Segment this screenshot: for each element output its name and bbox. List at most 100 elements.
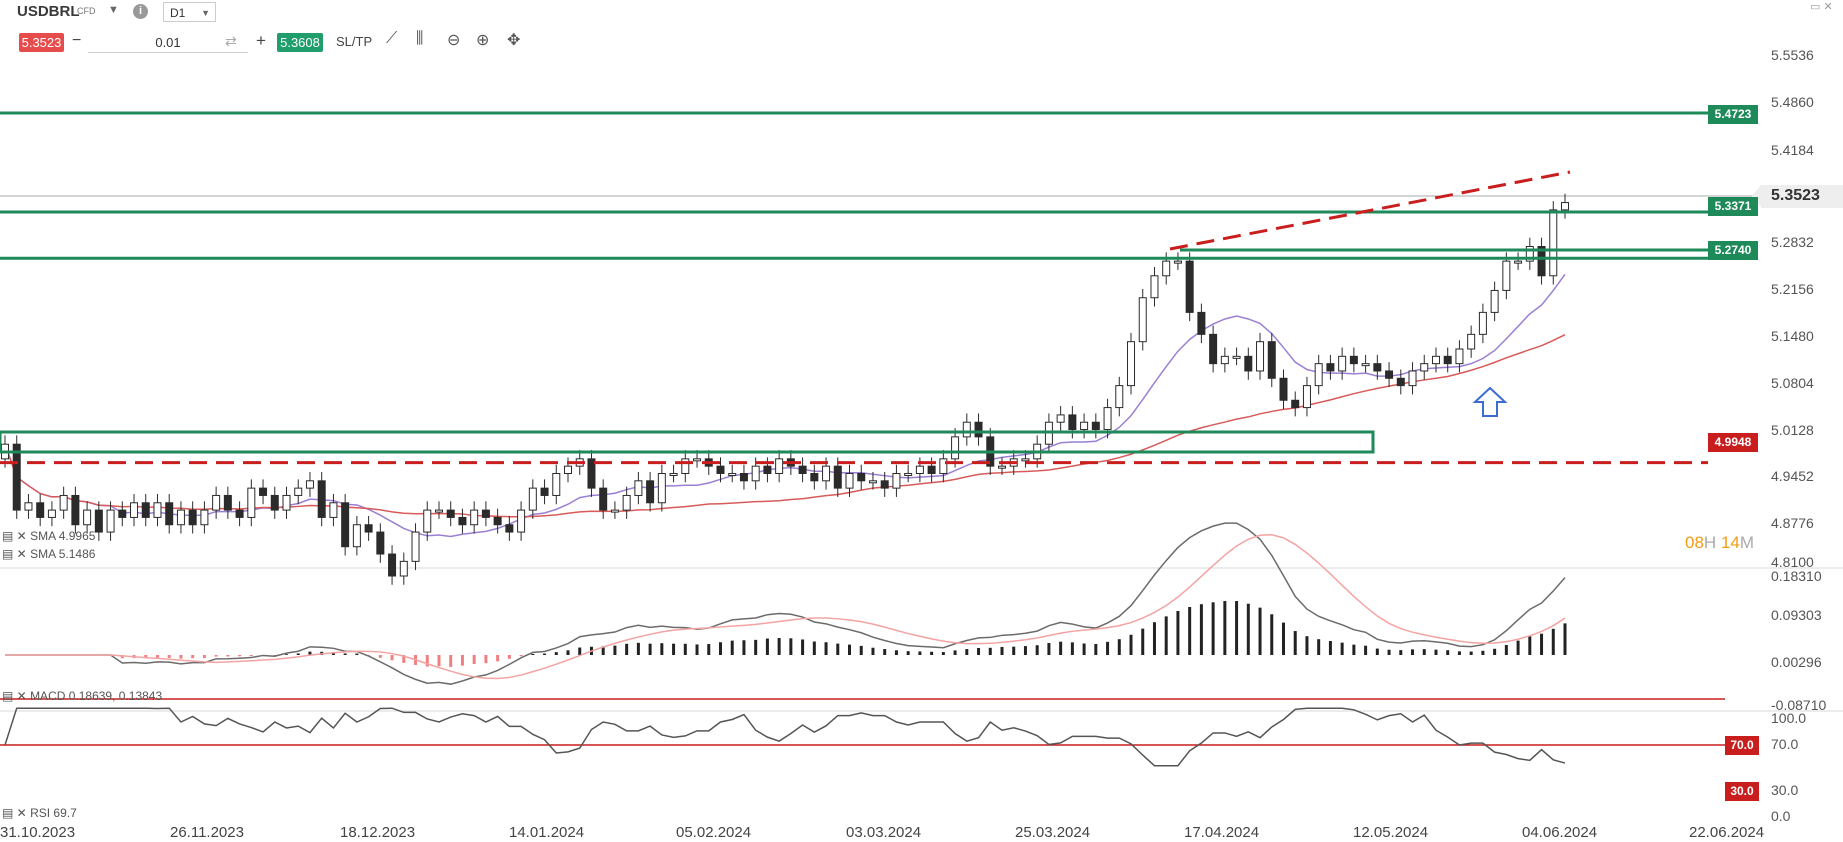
candle-body xyxy=(1056,414,1065,423)
sell-button[interactable]: 5.3523 xyxy=(19,33,64,52)
candle-body xyxy=(47,509,56,518)
annotations xyxy=(1472,386,1508,417)
candle-body xyxy=(188,509,197,526)
candle-body xyxy=(399,560,408,577)
candle-body xyxy=(1209,333,1218,365)
countdown-m: M xyxy=(1739,533,1755,552)
candle-body xyxy=(892,472,901,489)
candle-body xyxy=(1431,355,1440,365)
macd-tick: 0.09303 xyxy=(1771,607,1822,623)
candle-body xyxy=(1490,289,1499,313)
rsi-tick: 100.0 xyxy=(1771,710,1807,726)
legend-sma-fast[interactable]: ▤ ✕ SMA 4.9965 xyxy=(2,529,96,543)
increase-quantity-button[interactable]: + xyxy=(256,31,266,50)
candle-body xyxy=(12,443,21,511)
zoom-out-icon[interactable]: ⊖ xyxy=(447,32,461,49)
candle-body xyxy=(564,465,573,474)
macd-tick: 0.18310 xyxy=(1771,568,1822,584)
candle-body xyxy=(270,494,279,511)
candle-body xyxy=(1150,275,1159,299)
candle-body xyxy=(1185,260,1194,313)
candle-body xyxy=(763,465,772,474)
price-tick: 5.5536 xyxy=(1771,47,1814,63)
rsi-panel xyxy=(0,698,1725,767)
candle-body xyxy=(1549,209,1558,277)
decrease-quantity-button[interactable]: − xyxy=(72,32,82,49)
candle-body xyxy=(200,509,209,526)
candle-body xyxy=(294,487,303,496)
price-tick: 5.4860 xyxy=(1771,94,1814,110)
swap-icon[interactable]: ⇄ xyxy=(225,33,237,49)
info-icon[interactable]: i xyxy=(133,4,148,19)
candle-body xyxy=(657,472,666,504)
candle-body xyxy=(1127,341,1136,387)
candle-body xyxy=(997,465,1006,469)
candle-body xyxy=(669,472,678,476)
chevron-down-icon[interactable]: ▼ xyxy=(108,4,119,16)
candle-body xyxy=(693,458,702,462)
candle-body xyxy=(411,531,420,562)
candle-body xyxy=(845,472,854,489)
candle-body xyxy=(798,465,807,474)
candles-icon[interactable]: ⫼ xyxy=(416,30,424,47)
zoom-in-icon[interactable]: ⊕ xyxy=(476,32,490,49)
candle-body xyxy=(24,502,33,511)
macd-panel xyxy=(5,522,1567,685)
timeframe-value: D1 xyxy=(170,6,186,20)
legend-sma-slow[interactable]: ▤ ✕ SMA 5.1486 xyxy=(2,547,96,561)
candle-body xyxy=(1220,355,1229,365)
candle-body xyxy=(36,502,45,518)
candle-body xyxy=(951,436,960,460)
line-chart-icon[interactable]: ⟋ xyxy=(386,30,398,47)
candle-body xyxy=(1455,348,1464,365)
timeframe-select[interactable]: D1 ▼ xyxy=(163,2,216,22)
candle-body xyxy=(223,494,232,511)
candle-body xyxy=(1314,363,1323,387)
candle-body xyxy=(751,465,760,482)
candle-body xyxy=(1349,355,1358,365)
level-lines xyxy=(0,111,1720,465)
candle-body xyxy=(540,487,549,496)
candle-body xyxy=(528,487,537,511)
price-tick: 5.4184 xyxy=(1771,142,1814,158)
level-badge-4-9948[interactable]: 4.9948 xyxy=(1708,433,1758,452)
date-tick: 17.04.2024 xyxy=(1184,824,1260,841)
date-tick: 14.01.2024 xyxy=(509,824,585,841)
symbol-name[interactable]: USDBRL xyxy=(17,3,80,20)
rsi-tick: 30.0 xyxy=(1771,782,1799,798)
candle-body xyxy=(1138,297,1147,343)
candle-body xyxy=(329,502,338,518)
rsi-line xyxy=(4,707,1566,767)
window-controls-icon[interactable]: ▭ ✕ xyxy=(1810,1,1833,13)
sltp-button[interactable]: SL/TP xyxy=(336,34,373,49)
date-tick: 22.06.2024 xyxy=(1689,824,1765,841)
price-tick: 5.2156 xyxy=(1771,281,1814,297)
candle-body xyxy=(716,465,725,474)
countdown-h: H xyxy=(1703,533,1717,552)
level-badge-5-4723[interactable]: 5.4723 xyxy=(1708,105,1758,124)
current-price-tag: 5.3523 xyxy=(1752,185,1843,208)
quantity-input[interactable]: 0.01 xyxy=(88,33,248,53)
candle-body xyxy=(1068,414,1077,431)
level-badge-5-3371[interactable]: 5.3371 xyxy=(1708,197,1758,216)
legend-macd[interactable]: ▤ ✕ MACD 0.18639, 0.13843 xyxy=(2,689,163,703)
candle-body xyxy=(130,502,139,518)
candle-body xyxy=(681,458,690,474)
move-icon[interactable]: ✥ xyxy=(507,32,521,49)
candle-body xyxy=(481,509,490,518)
candle-body xyxy=(1162,260,1171,277)
candle-body xyxy=(470,509,479,526)
legend-rsi[interactable]: ▤ ✕ RSI 69.7 xyxy=(2,806,77,820)
candle-body xyxy=(880,480,889,489)
candles xyxy=(1,193,1569,585)
candle-body xyxy=(259,487,268,496)
candle-body xyxy=(165,502,174,526)
candle-body xyxy=(775,458,784,474)
candle-body xyxy=(364,524,373,533)
date-tick: 04.06.2024 xyxy=(1522,824,1598,841)
buy-button[interactable]: 5.3608 xyxy=(277,33,323,52)
sma-lines xyxy=(4,273,1566,538)
candle-body xyxy=(212,494,221,511)
level-badge-5-2740[interactable]: 5.2740 xyxy=(1708,241,1758,260)
